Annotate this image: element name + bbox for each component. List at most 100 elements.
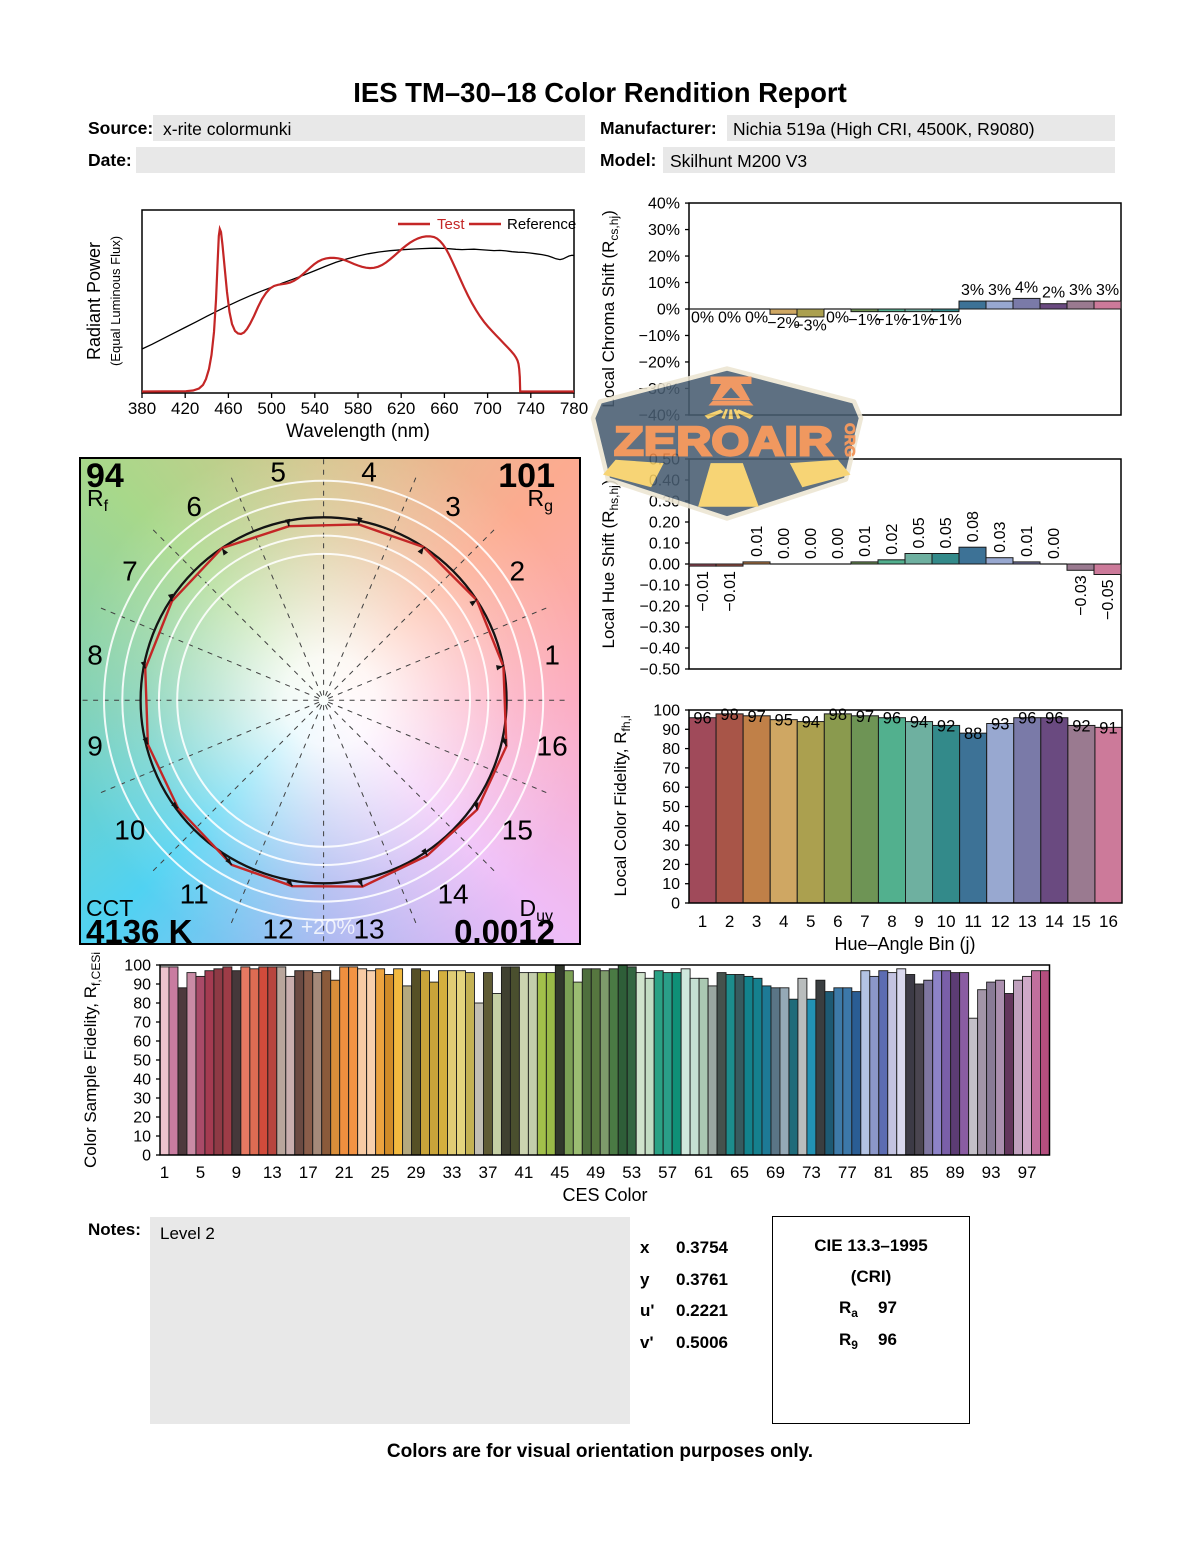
svg-text:96: 96 [1045, 710, 1063, 728]
svg-text:40: 40 [133, 1072, 151, 1089]
svg-text:11: 11 [180, 879, 209, 910]
svg-text:Local Color Fidelity, Rfh,i: Local Color Fidelity, Rfh,i [611, 715, 633, 896]
svg-text:(Equal Luminous Flux): (Equal Luminous Flux) [108, 236, 123, 366]
svg-text:580: 580 [344, 399, 372, 418]
svg-text:0%: 0% [718, 310, 741, 327]
svg-text:20%: 20% [648, 249, 680, 266]
svg-text:0%: 0% [691, 310, 714, 327]
svg-text:5: 5 [806, 912, 815, 931]
svg-text:4136 K: 4136 K [86, 913, 193, 945]
svg-text:80: 80 [662, 741, 680, 758]
svg-text:0.03: 0.03 [992, 521, 1009, 552]
svg-text:4%: 4% [1015, 279, 1038, 296]
svg-text:Reference: Reference [507, 216, 576, 233]
svg-text:0%: 0% [826, 310, 849, 327]
svg-text:4: 4 [779, 912, 788, 931]
svg-text:8: 8 [87, 639, 103, 670]
svg-text:5: 5 [270, 457, 286, 487]
svg-text:45: 45 [550, 1163, 569, 1182]
svg-text:10: 10 [133, 1129, 151, 1146]
svg-text:0.02: 0.02 [884, 524, 901, 555]
svg-text:96: 96 [693, 710, 711, 728]
svg-text:14: 14 [1045, 912, 1064, 931]
svg-text:0.20: 0.20 [649, 515, 680, 532]
svg-text:101: 101 [498, 457, 555, 495]
svg-text:60: 60 [662, 780, 680, 797]
svg-text:0.01: 0.01 [857, 526, 874, 557]
svg-text:9: 9 [232, 1163, 241, 1182]
svg-text:14: 14 [437, 879, 468, 910]
svg-text:3%: 3% [961, 282, 984, 299]
svg-text:−0.01: −0.01 [695, 571, 712, 612]
svg-text:37: 37 [478, 1163, 497, 1182]
svg-text:94: 94 [910, 714, 928, 732]
svg-text:0.00: 0.00 [1046, 528, 1063, 559]
svg-text:0.05: 0.05 [938, 517, 955, 548]
svg-text:620: 620 [387, 399, 415, 418]
svg-text:15: 15 [502, 814, 533, 845]
svg-text:20: 20 [133, 1110, 151, 1127]
svg-text:5: 5 [196, 1163, 205, 1182]
svg-text:41: 41 [514, 1163, 533, 1182]
svg-text:9: 9 [914, 912, 923, 931]
svg-text:−2%: −2% [767, 315, 799, 332]
svg-text:0.01: 0.01 [749, 526, 766, 557]
svg-text:0.10: 0.10 [649, 536, 680, 553]
svg-text:33: 33 [443, 1163, 462, 1182]
svg-text:97: 97 [747, 708, 765, 726]
svg-text:8: 8 [887, 912, 896, 931]
svg-text:90: 90 [133, 977, 151, 994]
svg-text:0: 0 [142, 1148, 151, 1165]
svg-text:92: 92 [1072, 717, 1090, 735]
svg-text:69: 69 [766, 1163, 785, 1182]
svg-text:1: 1 [544, 639, 560, 670]
svg-text:0.00: 0.00 [803, 528, 820, 559]
svg-text:77: 77 [838, 1163, 857, 1182]
svg-text:−0.03: −0.03 [1073, 575, 1090, 616]
svg-text:0.01: 0.01 [1019, 526, 1036, 557]
svg-text:660: 660 [430, 399, 458, 418]
svg-text:+20%: +20% [301, 916, 355, 939]
svg-text:−0.10: −0.10 [640, 578, 681, 595]
svg-text:50: 50 [133, 1053, 151, 1070]
svg-text:10%: 10% [648, 275, 680, 292]
svg-text:10: 10 [662, 876, 680, 893]
svg-text:ORG: ORG [841, 423, 858, 457]
svg-text:40: 40 [662, 818, 680, 835]
svg-text:CES Color: CES Color [562, 1185, 647, 1205]
svg-text:2: 2 [510, 555, 526, 586]
svg-text:−0.01: −0.01 [722, 571, 739, 612]
svg-text:49: 49 [586, 1163, 605, 1182]
svg-text:29: 29 [407, 1163, 426, 1182]
svg-text:90: 90 [662, 722, 680, 739]
svg-text:93: 93 [991, 716, 1009, 734]
svg-text:−0.50: −0.50 [640, 662, 681, 679]
svg-text:95: 95 [775, 712, 793, 730]
svg-text:6: 6 [833, 912, 842, 931]
svg-text:3%: 3% [988, 282, 1011, 299]
svg-text:2%: 2% [1042, 285, 1065, 302]
svg-text:Hue–Angle Bin (j): Hue–Angle Bin (j) [834, 934, 975, 954]
svg-text:20: 20 [662, 857, 680, 874]
svg-text:Color Sample Fidelity, Rf,CESi: Color Sample Fidelity, Rf,CESi [81, 952, 103, 1168]
svg-text:−1%: −1% [875, 312, 907, 329]
svg-text:30: 30 [662, 838, 680, 855]
svg-text:0.00: 0.00 [830, 528, 847, 559]
svg-text:−1%: −1% [848, 312, 880, 329]
svg-text:65: 65 [730, 1163, 749, 1182]
svg-text:13: 13 [1018, 912, 1037, 931]
svg-text:−3%: −3% [794, 317, 826, 334]
svg-text:0.00: 0.00 [776, 528, 793, 559]
svg-text:50: 50 [662, 799, 680, 816]
svg-text:85: 85 [910, 1163, 929, 1182]
svg-text:40%: 40% [648, 196, 680, 213]
svg-text:94: 94 [86, 457, 124, 495]
svg-text:21: 21 [335, 1163, 354, 1182]
svg-text:−1%: −1% [902, 312, 934, 329]
svg-text:740: 740 [517, 399, 545, 418]
svg-text:0.08: 0.08 [965, 511, 982, 542]
svg-text:57: 57 [658, 1163, 677, 1182]
svg-text:0.05: 0.05 [911, 517, 928, 548]
svg-text:92: 92 [937, 717, 955, 735]
svg-text:0%: 0% [745, 310, 768, 327]
